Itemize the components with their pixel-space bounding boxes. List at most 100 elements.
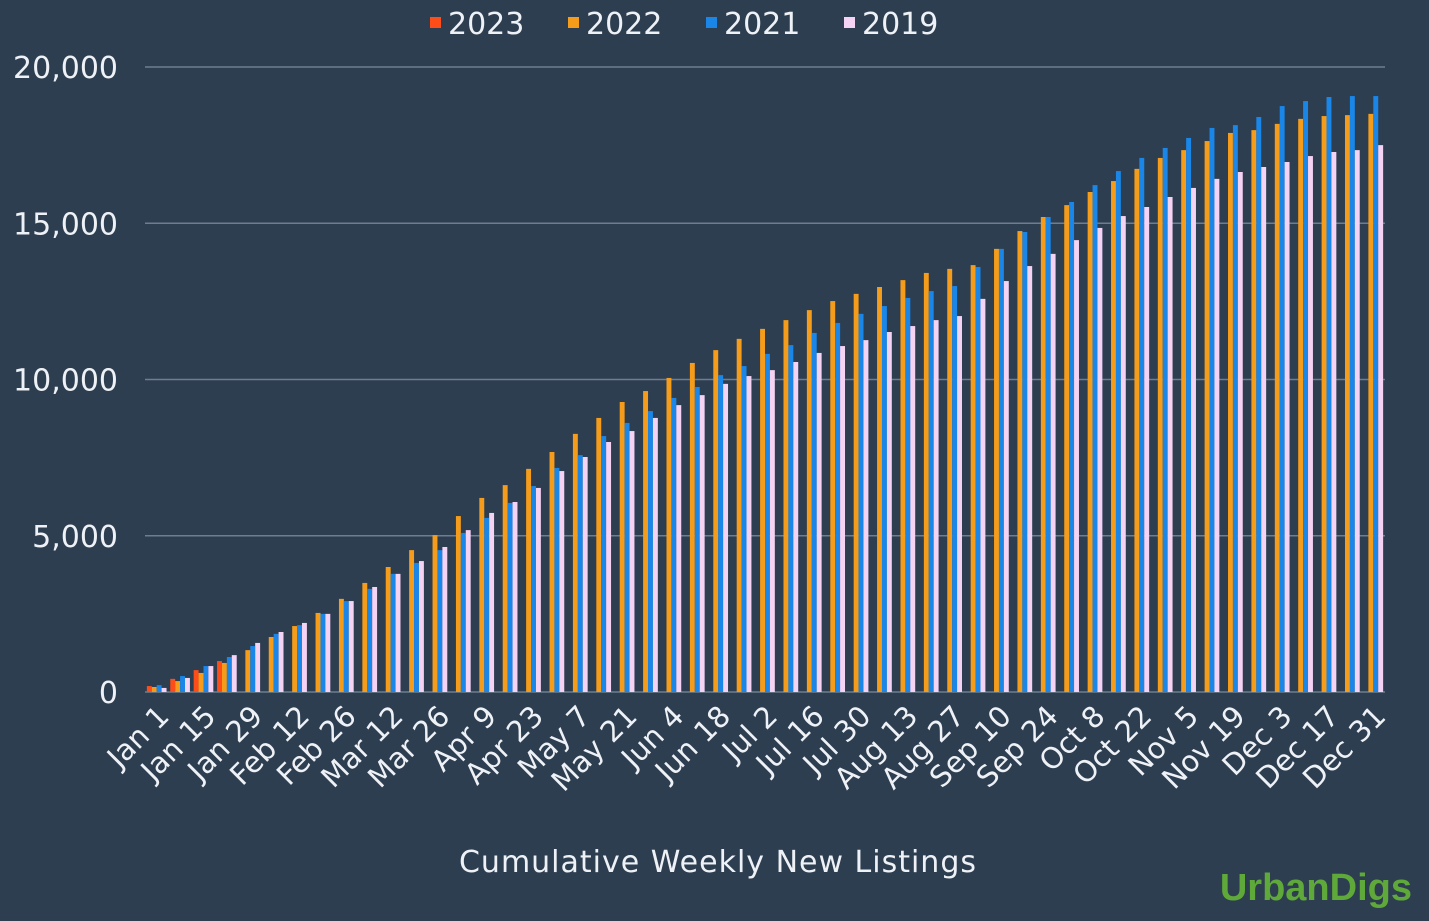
bar bbox=[816, 352, 822, 692]
bar bbox=[208, 666, 214, 692]
bar bbox=[699, 395, 705, 692]
bar bbox=[325, 613, 331, 692]
bar bbox=[1308, 156, 1313, 692]
bar bbox=[245, 650, 251, 692]
bar bbox=[432, 535, 438, 692]
bar bbox=[933, 320, 939, 692]
bar bbox=[1144, 207, 1150, 692]
bar bbox=[1344, 115, 1350, 692]
bar bbox=[465, 530, 471, 692]
bar bbox=[1232, 125, 1238, 692]
bar bbox=[348, 601, 354, 692]
bar bbox=[619, 402, 625, 692]
bar bbox=[1115, 171, 1121, 692]
bar bbox=[156, 685, 162, 692]
bar bbox=[1134, 168, 1140, 692]
watermark: UrbanDigs bbox=[1220, 867, 1412, 909]
bar bbox=[881, 306, 887, 692]
bar bbox=[900, 280, 906, 692]
bar bbox=[994, 248, 999, 692]
bar bbox=[1214, 178, 1220, 692]
bar bbox=[596, 417, 602, 692]
bar bbox=[1261, 167, 1267, 692]
bar bbox=[830, 301, 836, 692]
bar bbox=[671, 397, 677, 692]
bar bbox=[180, 676, 186, 692]
bar bbox=[1368, 113, 1374, 692]
bar bbox=[952, 286, 958, 692]
bar bbox=[231, 655, 237, 692]
bar bbox=[1111, 181, 1116, 692]
bar bbox=[512, 502, 518, 692]
bar bbox=[980, 298, 986, 692]
bar bbox=[923, 272, 929, 692]
bar bbox=[203, 666, 209, 692]
bar bbox=[1373, 96, 1379, 692]
bar bbox=[577, 455, 583, 692]
bar bbox=[793, 362, 799, 692]
bar bbox=[535, 487, 541, 692]
bar bbox=[161, 687, 167, 692]
bar bbox=[1092, 185, 1098, 692]
y-tick-label: 20,000 bbox=[13, 51, 118, 86]
bar bbox=[806, 310, 812, 692]
bar bbox=[395, 573, 401, 692]
bar bbox=[765, 353, 770, 692]
x-axis-title: Cumulative Weekly New Listings bbox=[459, 845, 977, 880]
bar bbox=[146, 686, 152, 692]
bar bbox=[713, 350, 719, 692]
bar bbox=[1191, 187, 1196, 692]
bar bbox=[788, 345, 794, 692]
bar bbox=[185, 677, 190, 692]
bar bbox=[255, 642, 261, 692]
bar bbox=[1181, 150, 1187, 692]
bar bbox=[1027, 266, 1033, 692]
legend-swatch bbox=[844, 17, 855, 28]
bar bbox=[278, 632, 284, 692]
bar bbox=[1303, 101, 1309, 692]
bar bbox=[1228, 132, 1233, 692]
bar bbox=[1321, 116, 1327, 692]
legend-label: 2021 bbox=[724, 7, 800, 42]
bar bbox=[484, 517, 490, 692]
bar bbox=[409, 550, 415, 692]
bar bbox=[1298, 118, 1304, 692]
bar bbox=[1069, 202, 1075, 692]
bar bbox=[783, 320, 789, 692]
bar bbox=[689, 362, 695, 692]
bar bbox=[1378, 145, 1384, 692]
bar bbox=[601, 436, 607, 692]
bar bbox=[629, 431, 635, 692]
bar bbox=[273, 633, 279, 692]
bar bbox=[390, 573, 396, 692]
bar bbox=[676, 405, 682, 692]
bar bbox=[531, 486, 536, 692]
bar bbox=[554, 467, 560, 692]
bar bbox=[1097, 227, 1103, 692]
legend-swatch bbox=[430, 17, 441, 28]
bar bbox=[928, 291, 934, 692]
bar bbox=[1162, 147, 1168, 692]
bar bbox=[549, 452, 555, 692]
bar bbox=[1209, 127, 1215, 692]
bar bbox=[1354, 150, 1360, 692]
bar bbox=[853, 293, 859, 692]
y-tick-label: 5,000 bbox=[32, 520, 118, 555]
bar bbox=[1274, 123, 1280, 692]
bar bbox=[1087, 192, 1093, 692]
bar bbox=[362, 582, 368, 692]
bar bbox=[414, 562, 419, 692]
bar bbox=[151, 687, 157, 692]
bar bbox=[479, 497, 485, 692]
bar bbox=[292, 626, 298, 692]
bar bbox=[221, 662, 227, 692]
y-tick-label: 15,000 bbox=[13, 207, 118, 242]
bar bbox=[1204, 141, 1210, 692]
bar bbox=[338, 598, 344, 692]
bar bbox=[905, 297, 911, 692]
bar bbox=[863, 340, 869, 692]
bar bbox=[769, 370, 775, 692]
bar bbox=[315, 612, 321, 692]
bar bbox=[741, 366, 747, 692]
